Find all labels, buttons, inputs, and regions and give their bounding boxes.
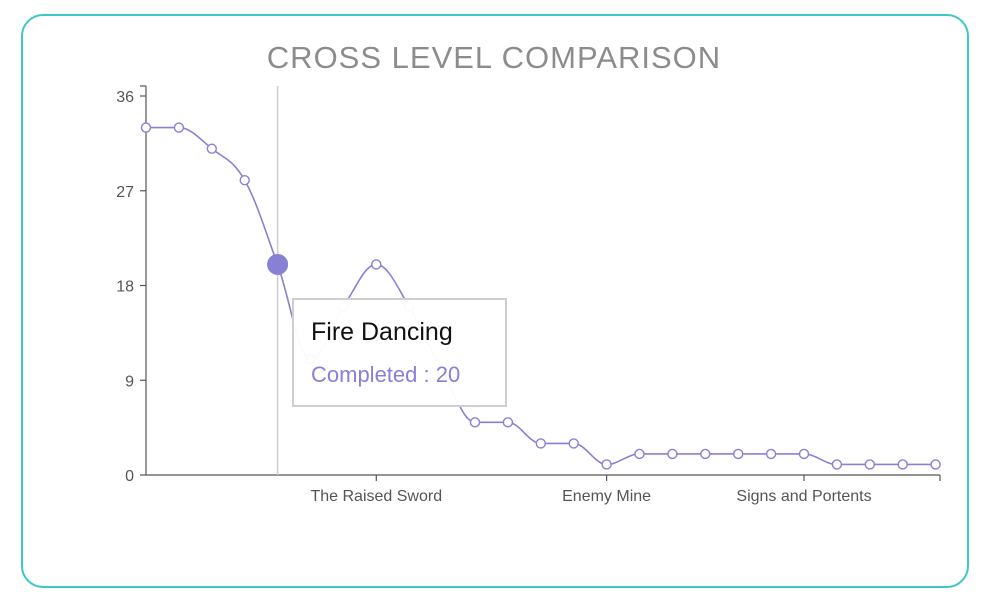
y-tick-label: 0 [125, 468, 134, 485]
data-point[interactable] [634, 448, 645, 460]
data-point[interactable] [930, 459, 941, 470]
data-point[interactable] [371, 259, 382, 270]
data-point[interactable] [667, 448, 678, 460]
data-point[interactable] [864, 459, 875, 470]
data-point[interactable] [173, 122, 185, 133]
series-line [146, 126, 936, 466]
data-point[interactable] [765, 448, 777, 460]
data-point[interactable] [798, 448, 810, 460]
data-point[interactable] [239, 175, 250, 186]
x-tick-label: Enemy Mine [562, 488, 651, 505]
y-tick-label: 18 [116, 279, 134, 296]
data-point[interactable] [601, 459, 612, 470]
data-point[interactable] [733, 448, 744, 460]
data-point[interactable] [140, 122, 152, 133]
data-point[interactable] [206, 143, 218, 154]
data-point[interactable] [568, 438, 579, 449]
y-tick-label: 36 [116, 89, 134, 106]
tooltip-metric-label: Completed [311, 362, 418, 387]
data-point[interactable] [502, 417, 514, 428]
tooltip-value: 20 [435, 362, 461, 387]
data-point[interactable] [897, 459, 908, 470]
data-point-active[interactable] [267, 253, 289, 275]
tooltip-value-line: Completed : 20 [311, 362, 460, 388]
data-point[interactable] [700, 448, 711, 460]
y-tick-label: 9 [125, 373, 134, 390]
y-tick-label: 27 [116, 184, 134, 201]
tooltip-separator: : [417, 362, 436, 387]
chart-title: CROSS LEVEL COMPARISON [266, 40, 722, 75]
x-tick-label: Signs and Portents [736, 488, 871, 505]
data-point[interactable] [535, 438, 546, 449]
tooltip: Fire Dancing Completed : 20 [292, 298, 507, 407]
tooltip-title: Fire Dancing [311, 318, 453, 346]
data-point[interactable] [469, 417, 481, 428]
data-point[interactable] [831, 459, 843, 470]
x-tick-label: The Raised Sword [310, 488, 442, 505]
